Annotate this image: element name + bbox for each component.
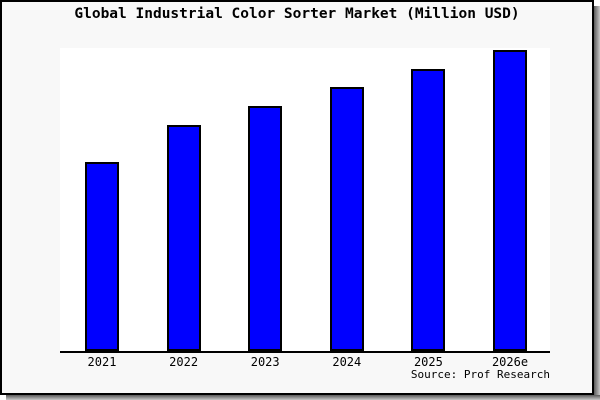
bar-2022: [166, 125, 201, 351]
bar-2025: [411, 69, 446, 351]
x-tick-label-2025: 2025: [413, 355, 443, 369]
bar-2026e: [493, 50, 527, 351]
x-tick-label-2023: 2023: [250, 355, 280, 369]
plot-area: [60, 48, 550, 353]
x-tick-label-2026e: 2026e: [491, 355, 529, 369]
x-axis-labels: 2021 2022 2023 2024 2025 2026e: [60, 355, 550, 371]
source-credit: Source: Prof Research: [410, 368, 550, 381]
x-tick-label-2021: 2021: [87, 355, 117, 369]
frame-shadow-bottom: [6, 395, 600, 400]
x-tick-label-2022: 2022: [169, 355, 199, 369]
bar-2023: [248, 106, 283, 351]
bar-2024: [329, 87, 364, 351]
frame-shadow-right: [594, 6, 600, 400]
bar-2021: [85, 162, 119, 351]
chart-title: Global Industrial Color Sorter Market (M…: [74, 6, 520, 22]
x-tick-label-2024: 2024: [332, 355, 362, 369]
